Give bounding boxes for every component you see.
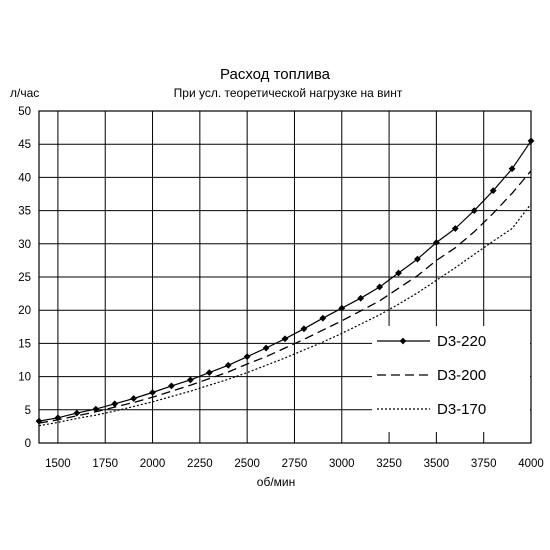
y-tick-label: 25 [18,272,31,284]
data-point-marker [224,361,232,369]
data-point-marker [186,376,194,384]
data-point-marker [111,400,119,408]
data-point-marker [281,335,289,343]
plot-frame [38,110,532,444]
data-point-marker [432,239,440,246]
y-tick-label: 0 [25,438,31,450]
data-point-marker [262,344,270,352]
data-point-marker [395,269,402,277]
legend: D3-220 D3-200 D3-170 [372,326,530,432]
data-point-marker [73,409,81,417]
y-tick-label: 15 [18,338,31,350]
y-tick-label: 5 [25,405,31,417]
tick-labels: 1500 1750 2000 2250 2500 2750 3000 3250 3500 3750… [18,106,544,470]
legend-label: D3-220 [437,333,486,350]
series-group [35,137,535,427]
data-point-marker [168,382,175,390]
legend-label: D3-200 [437,367,486,384]
x-tick-label: 4000 [518,458,544,470]
x-tick-label: 3750 [471,458,497,470]
legend-label: D3-170 [437,401,486,418]
legend-background [372,326,530,432]
y-tick-label: 50 [18,106,31,118]
data-point-marker [205,369,213,377]
x-tick-label: 2250 [187,458,213,470]
data-point-marker [300,325,308,333]
chart-subtitle: При усл. теоретической нагрузке на винт [174,86,403,100]
y-axis-label: л/час [10,86,39,100]
x-tick-label: 3500 [424,458,450,470]
y-tick-label: 45 [18,139,31,151]
data-point-marker [470,207,478,214]
series-line-d3-200 [38,170,532,424]
data-point-marker [149,389,156,396]
data-point-marker [376,283,384,291]
legend-marker [399,337,407,345]
x-axis-label: об/мин [257,475,295,489]
series-line-d3-170 [38,203,532,427]
data-point-marker [489,187,497,195]
x-tick-label: 1500 [45,458,71,470]
data-point-marker [338,304,346,312]
y-tick-label: 35 [18,206,31,218]
x-tick-label: 1750 [92,458,118,470]
data-point-marker [319,314,327,322]
x-tick-label: 2000 [140,458,166,470]
data-point-marker [508,165,516,173]
y-tick-label: 30 [18,239,31,251]
data-point-marker [130,395,138,402]
y-tick-label: 40 [18,172,31,184]
data-point-marker [243,353,251,361]
x-tick-label: 3000 [329,458,355,470]
x-tick-label: 2750 [282,458,308,470]
x-tick-label: 3250 [376,458,402,470]
x-tick-label: 2500 [234,458,260,470]
data-point-marker [414,255,421,263]
data-point-marker [357,294,365,302]
data-point-marker [451,225,459,232]
data-point-marker [54,414,62,422]
y-tick-label: 20 [18,305,31,317]
y-tick-label: 10 [18,372,31,384]
chart-title: Расход топлива [220,66,331,83]
